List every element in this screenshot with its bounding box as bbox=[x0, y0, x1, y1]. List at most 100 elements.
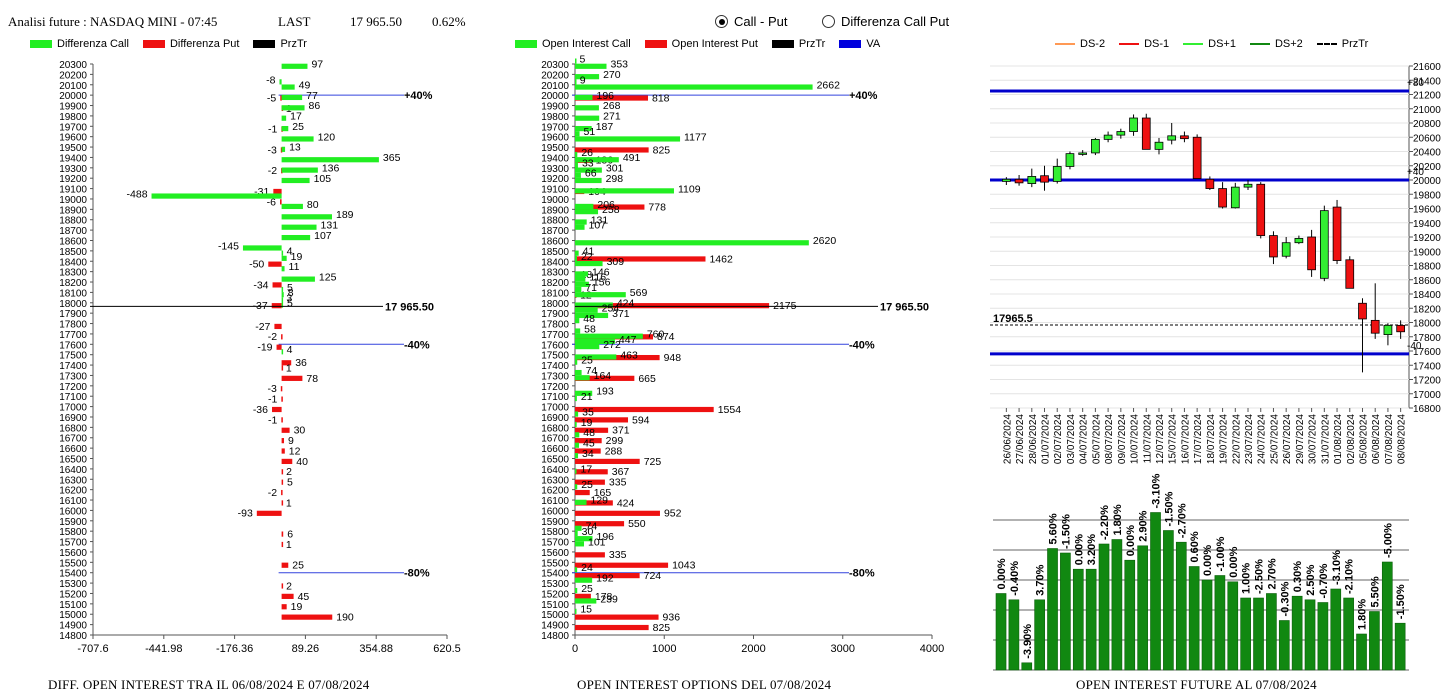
y-tick-label: 16600 bbox=[59, 444, 87, 455]
call-value-label: 26 bbox=[581, 147, 593, 159]
put-bar bbox=[281, 417, 283, 423]
put-bar bbox=[274, 323, 282, 330]
put-value-label: -19 bbox=[257, 342, 272, 354]
oi-future-label: -3.10% bbox=[1151, 473, 1163, 508]
oi-future-label: -5.00% bbox=[1382, 523, 1394, 558]
oi-future-bar bbox=[1317, 602, 1329, 671]
y-tick-label: 15500 bbox=[541, 558, 569, 569]
oi-future-bar bbox=[1098, 543, 1110, 671]
call-bar bbox=[575, 328, 581, 334]
y-tick-label: 20000 bbox=[59, 91, 87, 102]
put-value-label: 550 bbox=[628, 518, 646, 530]
radio-unselected-icon bbox=[822, 15, 835, 28]
candle-body bbox=[1319, 210, 1329, 279]
put-value-label: 1043 bbox=[672, 560, 696, 572]
call-value-label: 2662 bbox=[817, 79, 841, 91]
candle-body bbox=[1205, 178, 1215, 189]
call-bar bbox=[575, 209, 599, 215]
y-tick-label: 20000 bbox=[1413, 176, 1441, 187]
put-value-label: 78 bbox=[306, 373, 318, 385]
put-bar bbox=[575, 510, 660, 516]
y-tick-label: 18100 bbox=[59, 288, 87, 299]
call-bar bbox=[575, 587, 578, 594]
put-value-label: 1 bbox=[286, 362, 292, 374]
candle-body bbox=[1345, 259, 1355, 289]
legend-line bbox=[1316, 43, 1337, 45]
y-tick-label: 18300 bbox=[59, 268, 87, 279]
y-tick-label: 15200 bbox=[541, 589, 569, 600]
y-tick-label: 18100 bbox=[541, 288, 569, 299]
y-tick-label: 19100 bbox=[541, 185, 569, 196]
call-bar bbox=[281, 115, 287, 121]
call-value-label: 66 bbox=[585, 168, 597, 180]
y-tick-label: 18800 bbox=[1413, 262, 1441, 273]
oi-future-label: 2.90% bbox=[1138, 510, 1150, 541]
call-bar bbox=[575, 499, 587, 505]
oi-future-label: 3.20% bbox=[1086, 534, 1098, 565]
oi-future-bar bbox=[1124, 559, 1136, 671]
y-tick-label: 17300 bbox=[59, 371, 87, 382]
radio-call-put-label: Call - Put bbox=[734, 14, 788, 29]
put-bar bbox=[276, 344, 282, 350]
x-tick-label: 620.5 bbox=[433, 643, 461, 655]
y-tick-label: 20400 bbox=[1413, 148, 1441, 159]
y-tick-label: 17800 bbox=[541, 320, 569, 331]
put-value-label: 12 bbox=[289, 445, 301, 457]
call-bar bbox=[575, 151, 578, 158]
call-bar bbox=[575, 354, 617, 360]
oi-future-label: -1.50% bbox=[1060, 514, 1072, 549]
y-tick-label: 16000 bbox=[541, 506, 569, 517]
x-tick-label: 354.88 bbox=[359, 643, 393, 655]
y-tick-label: 15000 bbox=[541, 610, 569, 621]
call-bar bbox=[575, 131, 580, 137]
call-bar bbox=[575, 375, 590, 381]
call-bar bbox=[281, 125, 289, 132]
x-tick-label: -441.98 bbox=[145, 643, 182, 655]
put-bar bbox=[281, 614, 333, 620]
put-bar bbox=[281, 541, 284, 548]
put-value-label: -36 bbox=[253, 404, 268, 416]
legend-item-prztr: PrzTr bbox=[1316, 38, 1368, 50]
y-tick-label: 19700 bbox=[541, 122, 569, 133]
y-tick-label: 20300 bbox=[59, 60, 87, 71]
oi-future-label: -1.00% bbox=[1215, 536, 1227, 571]
y-tick-label: 16600 bbox=[541, 444, 569, 455]
y-tick-label: 18400 bbox=[541, 257, 569, 268]
put-value-label: 825 bbox=[653, 144, 671, 156]
oi-future-label: 1.80% bbox=[1112, 504, 1124, 535]
y-tick-label: 16100 bbox=[59, 496, 87, 507]
oi-future-label: 5.50% bbox=[1369, 576, 1381, 607]
x-tick-label: 1000 bbox=[652, 643, 676, 655]
call-bar bbox=[575, 240, 809, 246]
put-value-label: 288 bbox=[605, 445, 623, 457]
put-value-label: 9 bbox=[288, 435, 294, 447]
legend-label: Differenza Call bbox=[57, 38, 129, 50]
call-value-label: 45 bbox=[583, 438, 595, 450]
call-bar bbox=[575, 203, 594, 210]
y-tick-label: 18700 bbox=[59, 226, 87, 237]
y-tick-label: 16800 bbox=[541, 423, 569, 434]
radio-call-put[interactable]: Call - Put bbox=[715, 14, 787, 29]
y-tick-label: 16500 bbox=[541, 455, 569, 466]
call-value-label: 491 bbox=[623, 152, 641, 164]
y-tick-label: 18300 bbox=[541, 268, 569, 279]
call-bar bbox=[575, 484, 578, 490]
put-value-label: -50 bbox=[249, 259, 264, 271]
put-value-label: -93 bbox=[238, 508, 253, 520]
y-tick-label: 18900 bbox=[541, 205, 569, 216]
put-value-label: 952 bbox=[664, 508, 682, 520]
legend-line bbox=[1119, 43, 1140, 45]
call-bar bbox=[575, 344, 600, 350]
oi-future-bar bbox=[1072, 568, 1084, 671]
call-bar bbox=[575, 292, 626, 298]
call-value-label: 301 bbox=[606, 163, 624, 175]
call-value-label: 11 bbox=[289, 261, 300, 273]
legend-label: DS-2 bbox=[1080, 38, 1106, 50]
put-value-label: -1 bbox=[268, 414, 277, 426]
call-bar bbox=[281, 255, 287, 261]
x-tick-label: 18/07/2024 bbox=[1206, 414, 1217, 464]
x-tick-label: 02/08/2024 bbox=[1346, 414, 1357, 464]
radio-differenza-call-put[interactable]: Differenza Call Put bbox=[822, 14, 949, 29]
y-tick-label: 17200 bbox=[541, 382, 569, 393]
call-value-label: 3 bbox=[286, 292, 292, 304]
